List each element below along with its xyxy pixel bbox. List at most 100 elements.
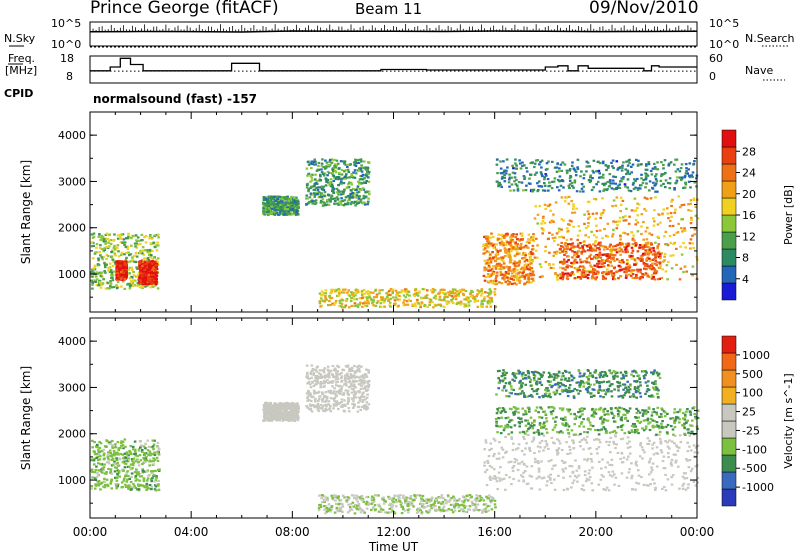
data-cell: [675, 176, 679, 179]
data-cell: [345, 298, 349, 301]
data-cell: [147, 474, 150, 477]
data-cell: [398, 294, 401, 298]
data-cell: [145, 470, 149, 473]
data-cell: [561, 261, 565, 264]
data-cell: [99, 254, 102, 257]
data-cell: [469, 295, 473, 298]
data-cell: [454, 298, 458, 301]
data-cell: [648, 248, 652, 251]
data-cell: [328, 183, 331, 186]
data-cell: [433, 289, 437, 292]
data-cell: [620, 248, 623, 251]
data-cell: [100, 248, 104, 251]
data-cell: [269, 202, 273, 205]
data-cell: [523, 176, 527, 179]
data-cell: [110, 472, 114, 475]
data-cell: [430, 289, 433, 292]
data-cell: [112, 285, 116, 289]
data-cell: [689, 186, 692, 189]
data-cell: [530, 238, 533, 241]
data-cell: [140, 269, 143, 272]
data-cell: [348, 176, 351, 179]
data-cell: [99, 281, 102, 284]
data-cell: [631, 163, 635, 166]
data-cell: [338, 289, 341, 292]
data-cell: [668, 224, 672, 228]
data-cell: [155, 452, 159, 455]
data-cell: [653, 278, 657, 281]
data-cell: [459, 301, 463, 304]
data-cell: [487, 240, 491, 243]
data-cell: [149, 454, 152, 457]
data-cell: [137, 471, 140, 474]
data-cell: [379, 305, 383, 308]
data-cell: [654, 178, 658, 181]
data-cell: [579, 242, 582, 245]
data-cell: [621, 177, 625, 180]
data-cell: [657, 250, 661, 253]
data-cell: [596, 180, 600, 183]
data-cell: [361, 187, 365, 190]
data-cell: [289, 197, 292, 200]
data-cell: [145, 482, 149, 485]
data-cell: [155, 476, 158, 479]
data-cell: [645, 163, 648, 166]
data-cell: [577, 266, 581, 269]
data-cell: [340, 375, 344, 378]
data-cell: [594, 249, 597, 252]
data-cell: [538, 276, 542, 279]
data-cell: [642, 221, 645, 224]
data-cell: [684, 182, 687, 185]
data-cell: [143, 276, 147, 279]
data-cell: [152, 272, 155, 275]
data-cell: [566, 277, 570, 281]
data-cell: [552, 180, 556, 183]
data-cell: [570, 181, 574, 185]
data-cell: [146, 251, 150, 254]
data-cell: [265, 196, 268, 199]
data-cell: [517, 181, 521, 184]
cpid-label: CPID: [4, 87, 34, 100]
data-cell: [515, 279, 519, 282]
data-cell: [319, 196, 322, 199]
data-cell: [347, 306, 351, 309]
data-cell: [155, 475, 158, 478]
data-cell: [683, 229, 687, 232]
data-cell: [602, 259, 605, 262]
data-cell: [665, 264, 669, 267]
data-cell: [634, 179, 637, 183]
data-cell: [544, 250, 547, 253]
data-cell: [516, 184, 519, 187]
data-cell: [588, 181, 592, 184]
data-cell: [513, 172, 517, 175]
data-cell: [311, 173, 314, 176]
data-cell: [648, 232, 651, 235]
data-cell: [314, 182, 318, 185]
data-cell: [675, 231, 678, 235]
data-cell: [516, 247, 520, 250]
data-cell: [331, 172, 335, 175]
data-cell: [556, 276, 559, 279]
data-cell: [153, 262, 157, 266]
data-cell: [123, 263, 126, 266]
data-cell: [295, 211, 298, 214]
data-cell: [618, 241, 622, 245]
data-cell: [558, 175, 562, 178]
data-cell: [95, 284, 99, 287]
data-cell: [569, 274, 572, 277]
data-cell: [450, 295, 454, 298]
data-cell: [331, 302, 334, 305]
data-cell: [615, 196, 619, 199]
data-cell: [151, 477, 154, 480]
data-cell: [572, 246, 575, 249]
data-cell: [611, 235, 614, 238]
data-cell: [363, 292, 366, 295]
data-cell: [92, 232, 96, 235]
data-cell: [594, 241, 597, 244]
data-cell: [333, 176, 336, 179]
data-cell: [496, 257, 499, 260]
data-cell: [306, 377, 309, 380]
data-cell: [428, 301, 432, 304]
data-cell: [653, 209, 656, 212]
data-cell: [598, 229, 602, 232]
